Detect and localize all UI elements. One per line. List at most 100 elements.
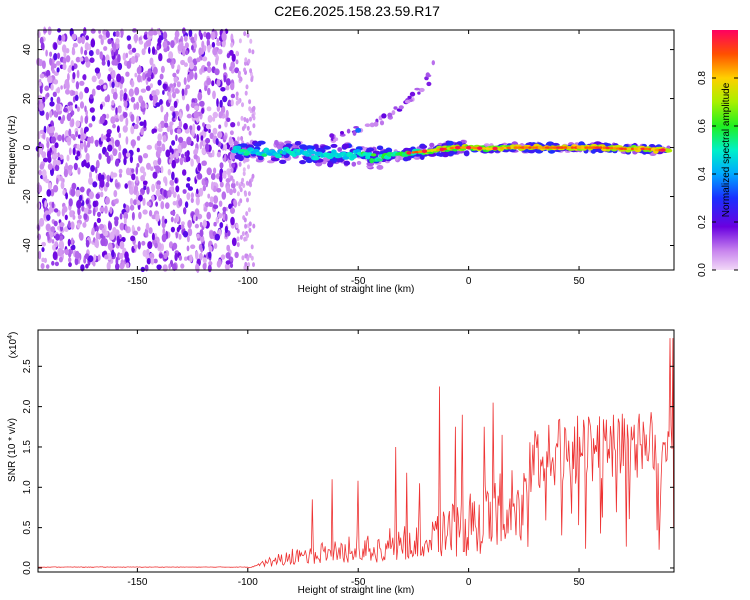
heatmap-cell <box>110 171 114 179</box>
heatmap-cell <box>404 99 411 104</box>
snr-y-label: SNR (10 * v/v) <box>7 418 18 482</box>
heatmap-cell <box>184 151 188 157</box>
heatmap-cell <box>185 183 190 188</box>
heatmap-cell <box>84 42 90 51</box>
heatmap-cell <box>245 84 249 90</box>
heatmap-cell <box>248 106 252 112</box>
heatmap-cell <box>88 204 92 210</box>
heatmap-cell <box>393 106 398 110</box>
tick-label: 2.5 <box>22 359 33 373</box>
svg-text:(x104): (x104) <box>7 332 19 359</box>
heatmap-cell <box>244 261 248 267</box>
heatmap-cell <box>201 107 205 114</box>
heatmap-cell <box>246 233 250 239</box>
heatmap-cell <box>466 145 472 150</box>
heatmap-cell <box>94 166 98 174</box>
heatmap-cell <box>243 157 250 163</box>
heatmap-cell <box>224 135 227 141</box>
heatmap-cell <box>270 157 280 162</box>
heatmap-cell <box>156 146 162 155</box>
heatmap-cell <box>213 195 219 204</box>
heatmap-cell <box>48 126 54 134</box>
heatmap-cell <box>123 126 127 132</box>
heatmap-cell <box>128 184 132 190</box>
heatmap-cell <box>40 263 45 270</box>
heatmap-cell <box>199 100 205 107</box>
heatmap-cell <box>84 115 89 124</box>
heatmap-cell <box>398 105 404 110</box>
heatmap-cell <box>180 59 186 66</box>
heatmap-cell <box>131 211 135 221</box>
heatmap-cell <box>205 123 212 130</box>
heatmap-cell <box>224 120 228 128</box>
heatmap-cell <box>124 251 129 260</box>
heatmap-cell <box>71 90 75 96</box>
heatmap-cell <box>63 169 68 178</box>
heatmap-cell <box>190 244 196 249</box>
heatmap-cell <box>99 115 105 124</box>
heatmap-cell <box>244 253 248 259</box>
heatmap-cell <box>157 79 162 86</box>
heatmap-cell <box>555 146 561 149</box>
heatmap-cell <box>281 150 287 155</box>
heatmap-cell <box>170 210 176 216</box>
heatmap-cell <box>188 71 194 80</box>
heatmap-cell <box>41 151 47 159</box>
heatmap-cell <box>528 146 532 149</box>
heatmap-cell <box>123 157 127 166</box>
heatmap-cell <box>203 207 208 212</box>
heatmap-cell <box>207 45 211 53</box>
heatmap-cell <box>58 34 62 41</box>
heatmap-cell <box>106 94 111 103</box>
heatmap-cell <box>79 91 84 100</box>
heatmap-cell <box>54 261 60 267</box>
heatmap-cell <box>202 56 208 62</box>
heatmap-cell <box>208 128 211 134</box>
heatmap-cell <box>68 128 72 137</box>
heatmap-cell <box>209 196 214 203</box>
heatmap-cell <box>112 91 118 100</box>
heatmap-cell <box>230 82 235 91</box>
heatmap-cell <box>89 57 95 63</box>
heatmap-cell <box>121 236 126 243</box>
heatmap-cell <box>112 31 117 37</box>
heatmap-cell <box>207 115 213 123</box>
heatmap-cell <box>148 210 153 217</box>
heatmap-cell <box>51 201 55 209</box>
heatmap-cell <box>95 231 99 241</box>
heatmap-cell <box>340 131 344 135</box>
heatmap-cell <box>135 101 140 110</box>
heatmap-cell <box>140 88 147 93</box>
heatmap-cell <box>80 115 84 124</box>
heatmap-cell <box>197 162 202 172</box>
heatmap-cell <box>79 80 85 86</box>
heatmap-cell <box>53 184 59 193</box>
heatmap-cell <box>243 217 247 223</box>
heatmap-cell <box>57 134 63 142</box>
heatmap-cell <box>142 249 147 257</box>
heatmap-cell <box>175 150 179 160</box>
heatmap-cell <box>72 147 76 156</box>
heatmap-cell <box>441 152 449 158</box>
heatmap-cell <box>159 73 164 80</box>
heatmap-cell <box>247 58 251 64</box>
heatmap-cell <box>351 161 357 167</box>
heatmap-cell <box>350 154 358 159</box>
heatmap-cell <box>229 256 234 262</box>
heatmap-cell <box>39 73 45 79</box>
heatmap-cell <box>171 171 175 181</box>
heatmap-cell <box>173 82 177 88</box>
heatmap-cell <box>182 169 187 176</box>
heatmap-cell <box>122 52 127 61</box>
tick-label: 0 <box>466 577 472 588</box>
heatmap-cell <box>174 252 178 262</box>
heatmap-cell <box>71 65 75 71</box>
heatmap-cell <box>155 165 161 174</box>
heatmap-cell <box>84 86 89 94</box>
heatmap-cell <box>199 222 203 228</box>
heatmap-cell <box>244 90 248 96</box>
heatmap-cell <box>127 43 132 50</box>
heatmap-cell <box>252 123 256 129</box>
heatmap-cell <box>238 161 242 167</box>
heatmap-cell <box>102 29 107 36</box>
